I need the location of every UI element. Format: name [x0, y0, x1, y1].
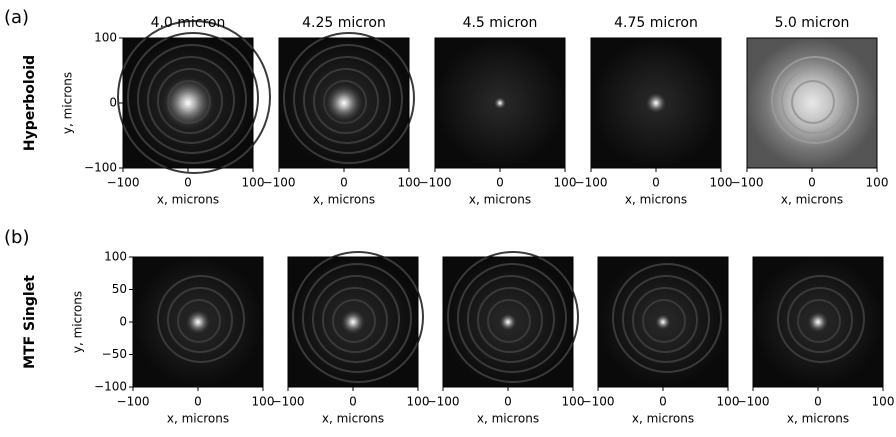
x-axis-label: x, microns [469, 193, 531, 207]
y-tick-label: −100 [84, 161, 117, 175]
x-tick-label: −100 [731, 176, 764, 190]
y-tick-label: −100 [94, 380, 127, 394]
y-tick-label: 0 [119, 315, 127, 329]
image-panel [753, 257, 883, 387]
x-tick-label: −100 [117, 395, 150, 409]
image-spot [654, 313, 672, 331]
x-tick-label: −100 [427, 395, 460, 409]
image-panel [279, 33, 414, 168]
x-tick-label: −100 [575, 176, 608, 190]
x-tick-label: 100 [710, 176, 733, 190]
x-tick-label: −100 [419, 176, 452, 190]
x-tick-label: 0 [194, 395, 202, 409]
x-tick-label: 100 [554, 176, 577, 190]
x-axis-label: x, microns [313, 193, 375, 207]
image-panel [591, 38, 721, 168]
x-axis-label: x, microns [781, 193, 843, 207]
x-axis-label: x, microns [632, 412, 694, 426]
image-spot [184, 308, 212, 336]
x-axis-label: x, microns [322, 412, 384, 426]
image-panel [598, 257, 728, 387]
y-tick-label: 0 [109, 96, 117, 110]
y-axis-label: y, microns [71, 291, 85, 353]
x-axis-label: x, microns [167, 412, 229, 426]
x-tick-label: 0 [184, 176, 192, 190]
x-tick-label: −100 [272, 395, 305, 409]
x-tick-label: −100 [263, 176, 296, 190]
panel-title: 4.5 micron [463, 15, 538, 31]
figure: (a) Hyperboloid (b) MTF Singlet −100 0 100… [0, 0, 896, 433]
image-spot [322, 81, 366, 125]
x-tick-label: 0 [814, 395, 822, 409]
x-tick-label: −100 [582, 395, 615, 409]
row-label: (a) [4, 7, 29, 28]
x-axis-label: x, microns [477, 412, 539, 426]
image-panel [133, 257, 263, 387]
x-tick-label: −100 [107, 176, 140, 190]
image-panel [747, 38, 877, 168]
row-title: MTF Singlet [22, 275, 38, 369]
x-axis-label: x, microns [625, 193, 687, 207]
image-panel [443, 252, 578, 387]
y-tick-label: 50 [112, 282, 127, 296]
image-spot [498, 312, 518, 332]
x-axis-label: x, microns [787, 412, 849, 426]
y-tick-label: −50 [102, 347, 127, 361]
x-tick-label: 100 [872, 395, 895, 409]
y-tick-label: 100 [94, 31, 117, 45]
image-spot [158, 73, 218, 133]
x-tick-label: 0 [340, 176, 348, 190]
x-tick-label: −100 [737, 395, 770, 409]
panel-title: 4.75 micron [614, 15, 698, 31]
image-spot [493, 96, 507, 110]
y-axis-label: y, microns [61, 72, 75, 134]
x-axis-label: x, microns [157, 193, 219, 207]
image-panel [288, 252, 423, 387]
x-tick-label: 0 [808, 176, 816, 190]
row-label: (b) [4, 227, 29, 248]
panel-title: 4.0 micron [151, 15, 226, 31]
y-tick-label: 100 [104, 250, 127, 264]
image-spot [339, 308, 367, 336]
image-panel [435, 38, 565, 168]
x-tick-label: 100 [866, 176, 889, 190]
panel-title: 5.0 micron [775, 15, 850, 31]
x-tick-label: 0 [659, 395, 667, 409]
x-tick-label: 0 [652, 176, 660, 190]
x-tick-label: 100 [398, 176, 421, 190]
image-panel [118, 21, 270, 173]
x-tick-label: 100 [242, 176, 265, 190]
x-tick-label: 0 [349, 395, 357, 409]
x-tick-label: 0 [496, 176, 504, 190]
image-spot [806, 310, 830, 334]
x-tick-label: 0 [504, 395, 512, 409]
image-spot [644, 91, 668, 115]
panel-title: 4.25 micron [302, 15, 386, 31]
row-title: Hyperboloid [22, 55, 38, 151]
